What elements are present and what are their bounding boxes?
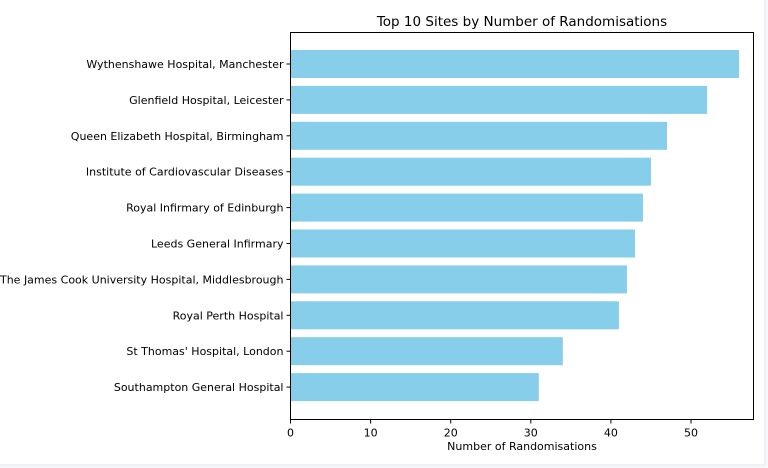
x-tick-label: 30 <box>524 427 538 440</box>
y-tick-label: The James Cook University Hospital, Midd… <box>0 273 284 286</box>
y-tick-label: Institute of Cardiovascular Diseases <box>86 166 284 179</box>
chart-title: Top 10 Sites by Number of Randomisations <box>376 14 667 30</box>
y-tick-label: Wythenshawe Hospital, Manchester <box>86 58 284 71</box>
y-tick-label: Royal Perth Hospital <box>173 309 284 322</box>
x-tick-label: 0 <box>287 427 294 440</box>
bars-group <box>290 50 740 402</box>
x-tick-label: 20 <box>444 427 458 440</box>
x-tick-label: 10 <box>364 427 378 440</box>
bar-7 <box>290 301 619 330</box>
y-tick-label: Southampton General Hospital <box>114 381 284 394</box>
x-axis-ticks: 0 10 20 30 40 50 <box>287 419 698 440</box>
bar-3 <box>290 157 651 186</box>
y-tick-label: Royal Infirmary of Edinburgh <box>126 202 283 215</box>
plot-area-frame <box>290 32 754 420</box>
x-axis-label: Number of Randomisations <box>447 440 597 453</box>
x-tick-label: 50 <box>684 427 698 440</box>
bar-4 <box>290 193 643 222</box>
bar-0 <box>290 50 740 78</box>
y-tick-label: Leeds General Infirmary <box>151 238 284 251</box>
bar-5 <box>290 229 635 258</box>
bar-2 <box>290 121 667 150</box>
bar-6 <box>290 265 627 294</box>
y-tick-labels: Wythenshawe Hospital, Manchester Glenfiel… <box>0 58 291 394</box>
y-tick-label: Glenfield Hospital, Leicester <box>129 94 284 107</box>
bar-1 <box>290 85 708 114</box>
bar-8 <box>290 337 563 366</box>
x-tick-label: 40 <box>604 427 618 440</box>
y-tick-label: St Thomas' Hospital, London <box>126 345 283 358</box>
y-tick-label: Queen Elizabeth Hospital, Birmingham <box>71 130 284 143</box>
bar-9 <box>290 373 539 402</box>
